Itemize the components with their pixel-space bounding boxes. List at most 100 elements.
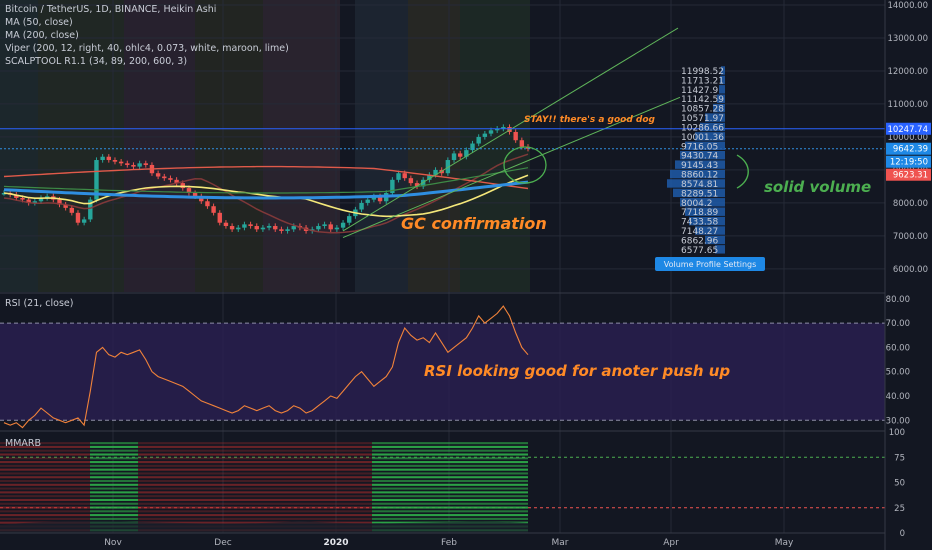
mmarb-cell bbox=[426, 468, 432, 471]
mmarb-cell bbox=[18, 472, 24, 475]
rsi-panel[interactable] bbox=[0, 292, 885, 429]
mmarb-cell bbox=[216, 521, 222, 524]
mmarb-panel[interactable] bbox=[0, 430, 885, 533]
mmarb-cell bbox=[312, 506, 318, 509]
mmarb-cell bbox=[132, 502, 138, 505]
mmarb-cell bbox=[426, 495, 432, 498]
mmarb-cell bbox=[264, 498, 270, 501]
mmarb-cell bbox=[150, 510, 156, 513]
mmarb-cell bbox=[12, 491, 18, 494]
mmarb-cell bbox=[240, 468, 246, 471]
mmarb-cell bbox=[204, 506, 210, 509]
mmarb-cell bbox=[390, 483, 396, 486]
mmarb-cell bbox=[330, 442, 336, 445]
mmarb-cell bbox=[312, 449, 318, 452]
mmarb-cell bbox=[522, 521, 528, 524]
mmarb-cell bbox=[486, 449, 492, 452]
mmarb-cell bbox=[264, 514, 270, 517]
mmarb-cell bbox=[360, 449, 366, 452]
mmarb-cell bbox=[402, 472, 408, 475]
indicator-ma50[interactable]: MA (50, close) bbox=[5, 17, 73, 28]
mmarb-cell bbox=[420, 464, 426, 467]
mmarb-cell bbox=[324, 476, 330, 479]
volume-profile-level: 10286.66 bbox=[681, 123, 724, 133]
indicator-viper[interactable]: Viper (200, 12, right, 40, ohlc4, 0.073,… bbox=[5, 43, 289, 54]
mmarb-cell bbox=[78, 453, 84, 456]
mmarb-cell bbox=[276, 502, 282, 505]
mmarb-cell bbox=[348, 472, 354, 475]
mmarb-cell bbox=[24, 479, 30, 483]
price-axis[interactable]: 6000.007000.008000.009000.0010000.001100… bbox=[884, 0, 932, 550]
indicator-scalptool[interactable]: SCALPTOOL R1.1 (34, 89, 200, 600, 3) bbox=[5, 56, 188, 67]
price-tag-label: 9623.31 bbox=[893, 171, 928, 181]
mmarb-cell bbox=[102, 491, 108, 494]
mmarb-cell bbox=[396, 479, 402, 483]
mmarb-cell bbox=[306, 495, 312, 498]
mmarb-cell bbox=[126, 461, 132, 464]
mmarb-label[interactable]: MMARB bbox=[5, 438, 42, 449]
mmarb-cell bbox=[96, 506, 102, 509]
mmarb-cell bbox=[66, 495, 72, 498]
mmarb-cell bbox=[60, 487, 66, 490]
mmarb-cell bbox=[114, 476, 120, 479]
mmarb-cell bbox=[174, 464, 180, 467]
mmarb-cell bbox=[282, 453, 288, 456]
mmarb-cell bbox=[336, 514, 342, 517]
mmarb-cell bbox=[252, 472, 258, 475]
mmarb-cell bbox=[264, 472, 270, 475]
mmarb-cell bbox=[36, 442, 42, 445]
mmarb-cell bbox=[120, 464, 126, 467]
mmarb-cell bbox=[336, 479, 342, 483]
volume-profile-bar bbox=[715, 245, 725, 254]
mmarb-cell bbox=[402, 468, 408, 471]
volume-profile-settings-label[interactable]: Volume Profile Settings bbox=[664, 260, 757, 269]
annotation-solid-volume: solid volume bbox=[764, 178, 872, 196]
indicator-ma200[interactable]: MA (200, close) bbox=[5, 30, 79, 41]
volume-profile-settings-button[interactable] bbox=[655, 257, 765, 271]
mmarb-cell bbox=[270, 442, 276, 445]
mmarb-cell bbox=[324, 483, 330, 486]
mmarb-cell bbox=[408, 453, 414, 456]
mmarb-cell bbox=[318, 483, 324, 486]
mmarb-cell bbox=[306, 502, 312, 505]
candle-body bbox=[44, 196, 50, 198]
mmarb-cell bbox=[336, 517, 342, 520]
mmarb-cell bbox=[156, 442, 162, 445]
mmarb-cell bbox=[120, 453, 126, 456]
mmarb-cell bbox=[486, 457, 492, 460]
mmarb-cell bbox=[0, 445, 6, 448]
mmarb-cell bbox=[384, 468, 390, 471]
mmarb-cell bbox=[90, 468, 96, 471]
mmarb-cell bbox=[150, 495, 156, 498]
rsi-label[interactable]: RSI (21, close) bbox=[5, 298, 74, 309]
mmarb-cell bbox=[312, 514, 318, 517]
mmarb-cell bbox=[192, 502, 198, 505]
mmarb-cell bbox=[318, 472, 324, 475]
mmarb-cell bbox=[390, 442, 396, 445]
candle-body bbox=[75, 212, 81, 223]
mmarb-cell bbox=[432, 442, 438, 445]
mmarb-cell bbox=[360, 479, 366, 483]
symbol-title[interactable]: Bitcoin / TetherUS, 1D, BINANCE, Heikin … bbox=[5, 4, 217, 15]
mmarb-cell bbox=[132, 457, 138, 460]
mmarb-cell bbox=[426, 487, 432, 490]
mmarb-cell bbox=[288, 502, 294, 505]
mmarb-cell bbox=[480, 464, 486, 467]
mmarb-cell bbox=[174, 517, 180, 520]
mmarb-cell bbox=[432, 491, 438, 494]
mmarb-cell bbox=[24, 445, 30, 448]
mmarb-cell bbox=[486, 453, 492, 456]
mmarb-cell bbox=[306, 468, 312, 471]
mmarb-cell bbox=[30, 517, 36, 520]
mmarb-cell bbox=[48, 502, 54, 505]
mmarb-cell bbox=[186, 457, 192, 460]
mmarb-cell bbox=[210, 479, 216, 483]
mmarb-cell bbox=[276, 472, 282, 475]
mmarb-cell bbox=[294, 483, 300, 486]
time-axis[interactable]: Nov Dec 2020 Feb Mar Apr May bbox=[0, 532, 885, 548]
mmarb-cell bbox=[432, 506, 438, 509]
mmarb-cell bbox=[42, 506, 48, 509]
mmarb-cell bbox=[342, 453, 348, 456]
